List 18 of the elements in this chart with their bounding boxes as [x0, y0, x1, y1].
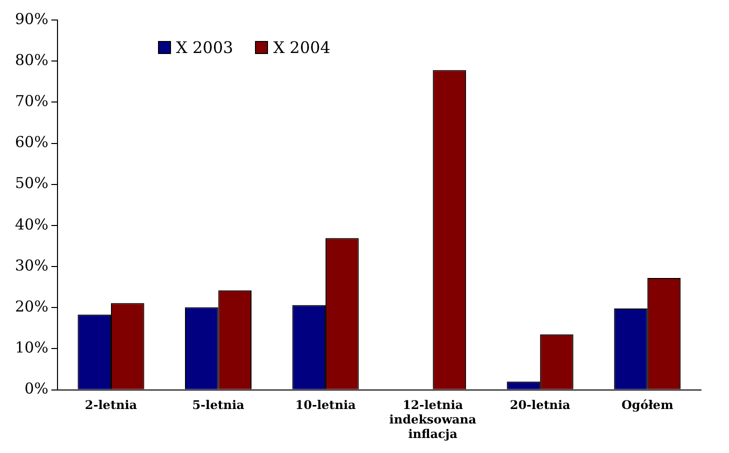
legend-label: X 2004 — [273, 38, 330, 57]
y-tick-label: 90% — [14, 10, 48, 28]
y-tick-label: 70% — [14, 92, 48, 110]
x-tick-label: 20-letnia — [510, 398, 571, 412]
y-tick-label: 30% — [14, 256, 48, 274]
x-tick-label: 10-letnia — [295, 398, 356, 412]
legend-label: X 2003 — [176, 38, 234, 57]
y-tick-label: 50% — [14, 174, 48, 192]
y-tick-label: 20% — [14, 298, 48, 316]
x-tick-label: 5-letnia — [192, 398, 245, 412]
x-tick-label: 2-letnia — [84, 398, 138, 412]
y-tick-label: 40% — [14, 215, 48, 234]
y-tick-label: 10% — [14, 338, 48, 357]
x-tick-label: 12-letnia indeksowana inflacja — [389, 398, 477, 441]
x-tick-label: Ogółem — [621, 398, 674, 412]
y-tick-label: 60% — [14, 133, 48, 152]
y-tick-label: 80% — [14, 50, 48, 69]
y-tick-label: 0% — [24, 380, 48, 398]
